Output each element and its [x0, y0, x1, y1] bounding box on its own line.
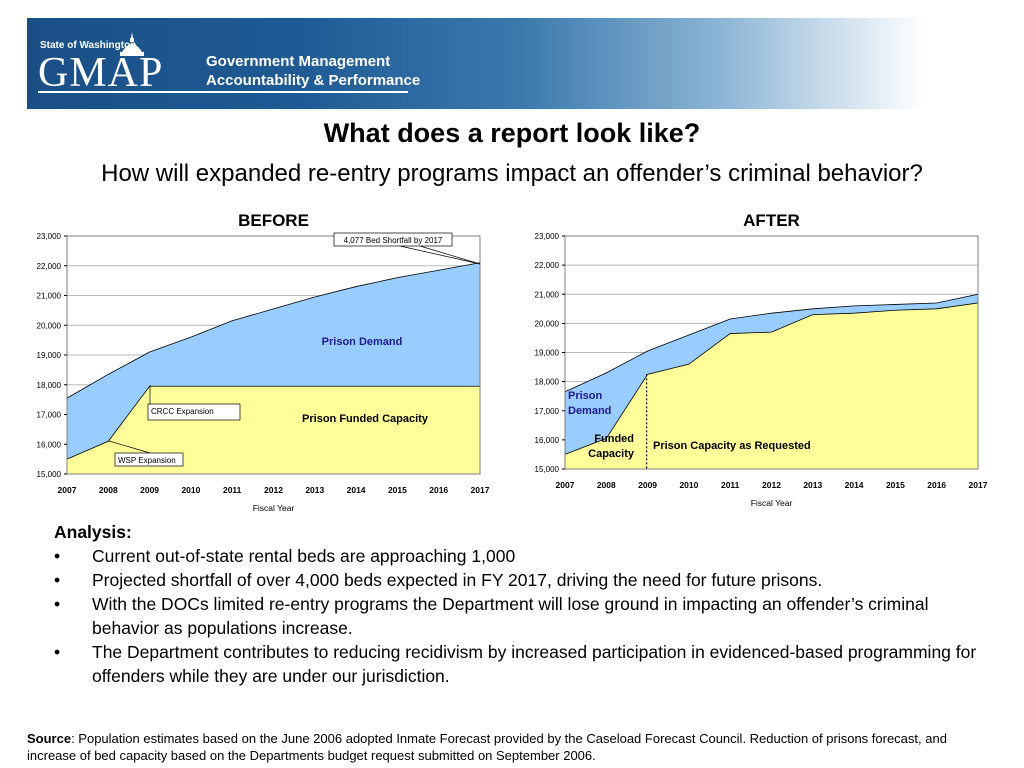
crcc-callout: CRCC Expansion	[151, 407, 214, 416]
x-tick-label: 2009	[140, 485, 159, 495]
y-tick-label: 18,000	[37, 381, 62, 390]
y-tick-label: 19,000	[37, 351, 62, 360]
x-tick-label: 2017	[969, 480, 988, 490]
analysis-bullet-text: Current out-of-state rental beds are app…	[92, 546, 516, 566]
x-tick-label: 2016	[927, 480, 946, 490]
header-banner	[27, 18, 925, 109]
funded-capacity-label: Funded Capacity	[588, 433, 635, 460]
capacity-area	[564, 302, 979, 470]
capitol-dome-icon	[120, 32, 144, 56]
wsp-callout-box	[114, 452, 184, 467]
x-tick-label: 2010	[679, 480, 698, 490]
x-tick-label: 2012	[762, 480, 781, 490]
callout-line	[419, 245, 481, 265]
capacity-label: Prison Funded Capacity	[302, 413, 429, 425]
chart-title: BEFORE	[238, 211, 309, 230]
org-name-line1: Government Management	[206, 53, 391, 70]
y-tick-label: 20,000	[37, 321, 62, 330]
analysis-bullet: • The Department contributes to reducing …	[54, 640, 994, 688]
gmap-logo: GMAP	[38, 50, 164, 96]
x-tick-label: 2011	[223, 485, 242, 495]
state-label: State of Washington	[40, 40, 137, 51]
y-tick-label: 21,000	[37, 292, 62, 301]
x-tick-label: 2014	[347, 485, 366, 495]
x-tick-label: 2007	[556, 480, 575, 490]
x-tick-label: 2011	[721, 480, 740, 490]
y-tick-label: 19,000	[535, 349, 560, 358]
analysis-bullet: • With the DOCs limited re-entry programs…	[54, 592, 994, 640]
capacity-requested-label: Prison Capacity as Requested	[653, 440, 811, 452]
crcc-callout-box	[147, 403, 241, 421]
demand-label: Prison Demand	[568, 390, 611, 417]
callout-line	[108, 440, 151, 454]
y-tick-label: 20,000	[535, 319, 560, 328]
x-tick-label: 2013	[305, 485, 324, 495]
bullet-marker: •	[54, 546, 61, 566]
y-tick-label: 22,000	[37, 262, 62, 271]
y-tick-label: 23,000	[37, 232, 62, 241]
analysis-section: Analysis: • Current out-of-state rental b…	[54, 520, 994, 688]
x-tick-label: 2017	[471, 485, 490, 495]
x-tick-label: 2009	[638, 480, 657, 490]
page-title: What does a report look like?	[323, 118, 701, 148]
analysis-bullet: • Current out-of-state rental beds are ap…	[54, 544, 994, 568]
x-tick-label: 2016	[429, 485, 448, 495]
x-tick-label: 2015	[886, 480, 905, 490]
x-tick-label: 2014	[845, 480, 864, 490]
demand-label: Prison Demand	[322, 336, 403, 348]
before-chart: BEFORE 15,000 16,000 17,000 18,000 19,000 20,0…	[37, 211, 490, 513]
x-axis-title: Fiscal Year	[253, 503, 295, 513]
after-chart: AFTER 15,000 16,000 17,000 18,000 19,000 20,00…	[535, 211, 988, 508]
y-tick-label: 16,000	[37, 440, 62, 449]
analysis-bullet-text: Projected shortfall of over 4,000 beds e…	[92, 570, 823, 590]
bullet-marker: •	[54, 642, 61, 662]
y-tick-label: 15,000	[535, 465, 560, 474]
logo-underline	[38, 91, 408, 93]
analysis-bullet-text: The Department contributes to reducing r…	[92, 642, 977, 686]
y-tick-label: 23,000	[535, 232, 560, 241]
bullet-marker: •	[54, 570, 61, 590]
y-tick-label: 18,000	[535, 378, 560, 387]
x-tick-label: 2013	[803, 480, 822, 490]
x-tick-label: 2015	[388, 485, 407, 495]
y-tick-label: 21,000	[535, 290, 560, 299]
y-tick-label: 17,000	[535, 407, 560, 416]
callout-line	[399, 245, 481, 265]
y-tick-label: 22,000	[535, 261, 560, 270]
source-note: Source: Population estimates based on th…	[27, 730, 987, 764]
x-tick-label: 2010	[181, 485, 200, 495]
page-subtitle: How will expanded re-entry programs impa…	[101, 160, 923, 187]
org-name-line2: Accountability & Performance	[206, 72, 421, 89]
y-tick-label: 17,000	[37, 411, 62, 420]
y-tick-label: 16,000	[535, 436, 560, 445]
x-tick-label: 2012	[264, 485, 283, 495]
analysis-heading: Analysis:	[54, 522, 132, 542]
wsp-callout: WSP Expansion	[118, 456, 176, 465]
y-tick-label: 15,000	[37, 470, 62, 479]
x-tick-label: 2007	[58, 485, 77, 495]
analysis-bullet: • Projected shortfall of over 4,000 beds …	[54, 568, 994, 592]
shortfall-callout: 4,077 Bed Shortfall by 2017	[344, 236, 443, 245]
shortfall-callout-box	[333, 232, 453, 247]
x-tick-label: 2008	[597, 480, 616, 490]
analysis-bullet-text: With the DOCs limited re-entry programs …	[92, 594, 929, 638]
x-tick-label: 2008	[99, 485, 118, 495]
chart-title: AFTER	[743, 211, 800, 230]
source-label: Source	[27, 731, 72, 746]
bullet-marker: •	[54, 594, 61, 614]
source-text: : Population estimates based on the June…	[27, 731, 947, 763]
x-axis-title: Fiscal Year	[751, 498, 793, 508]
